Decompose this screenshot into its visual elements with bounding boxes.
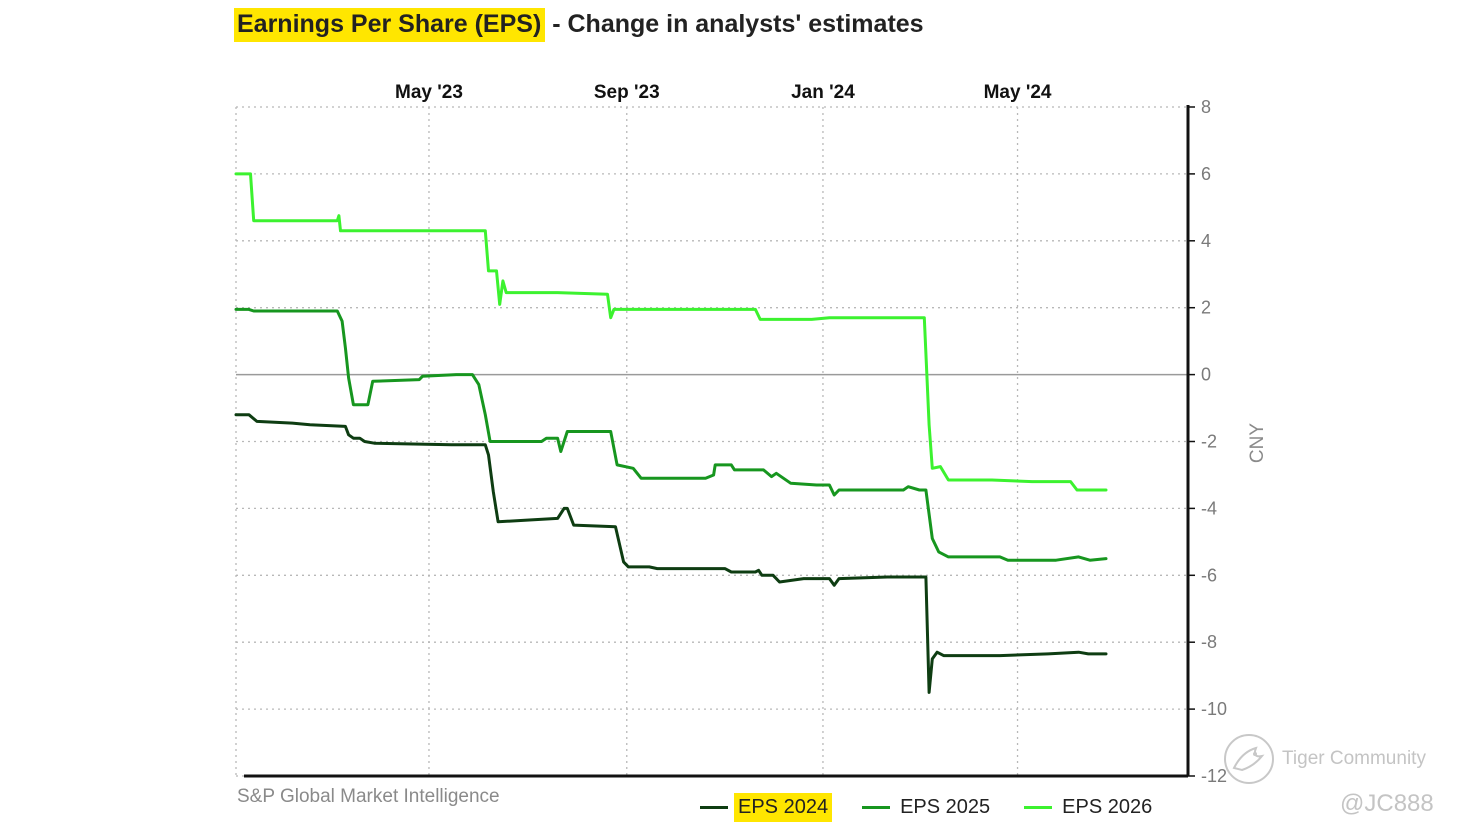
legend-label: EPS 2024 [734, 793, 833, 822]
watermark-handle: @JC888 [1340, 790, 1434, 817]
chart-title-rest: - Change in analysts' estimates [545, 10, 924, 38]
legend-item[interactable]: EPS 2024 [700, 793, 833, 822]
x-tick-label: Sep '23 [594, 82, 660, 103]
y-tick-label: 4 [1201, 231, 1211, 251]
chart-grid [235, 106, 1188, 777]
y-axis-label: CNY [1247, 423, 1268, 463]
watermark: Tiger Community [1222, 732, 1426, 786]
y-tick-label: -8 [1201, 632, 1217, 652]
legend-label: EPS 2026 [1062, 796, 1153, 818]
watermark-text: Tiger Community [1282, 748, 1426, 769]
legend-item[interactable]: EPS 2025 [862, 793, 994, 822]
y-tick-label: 0 [1201, 365, 1211, 385]
y-tick-label: 2 [1201, 298, 1211, 318]
chart-title: Earnings Per Share (EPS) - Change in ana… [234, 8, 924, 42]
series-layer [234, 172, 1108, 694]
x-tick-label: May '24 [984, 82, 1052, 103]
legend: EPS 2024 EPS 2025 EPS 2026 [700, 793, 1186, 822]
series-line-eps-2025 [234, 307, 1108, 562]
y-tick-label: -12 [1201, 766, 1227, 786]
legend-swatch [700, 806, 728, 809]
source-label: S&P Global Market Intelligence [237, 786, 500, 807]
series-line-eps-2024 [234, 413, 1108, 694]
chart-title-highlight: Earnings Per Share (EPS) [234, 8, 546, 42]
y-tick-label: -4 [1201, 498, 1217, 518]
legend-swatch [862, 806, 891, 809]
series-line-eps-2026 [234, 172, 1108, 492]
legend-item[interactable]: EPS 2026 [1024, 793, 1156, 822]
y-tick-label: -2 [1201, 432, 1217, 452]
y-tick-label: 8 [1201, 97, 1211, 117]
x-tick-labels: May '23 Sep '23 Jan '24 May '24 [395, 82, 1052, 103]
x-tick-label: Jan '24 [791, 82, 855, 103]
x-tick-label: May '23 [395, 82, 463, 103]
y-tick-label: -10 [1201, 699, 1227, 719]
y-tick-label: 6 [1201, 164, 1211, 184]
y-tick-labels: 8 6 4 2 0 -2 -4 -6 -8 -10 -12 [1188, 97, 1227, 786]
legend-label: EPS 2025 [900, 796, 991, 818]
tiger-logo-icon [1224, 734, 1274, 784]
y-tick-label: -6 [1201, 565, 1217, 585]
legend-swatch [1024, 806, 1053, 809]
